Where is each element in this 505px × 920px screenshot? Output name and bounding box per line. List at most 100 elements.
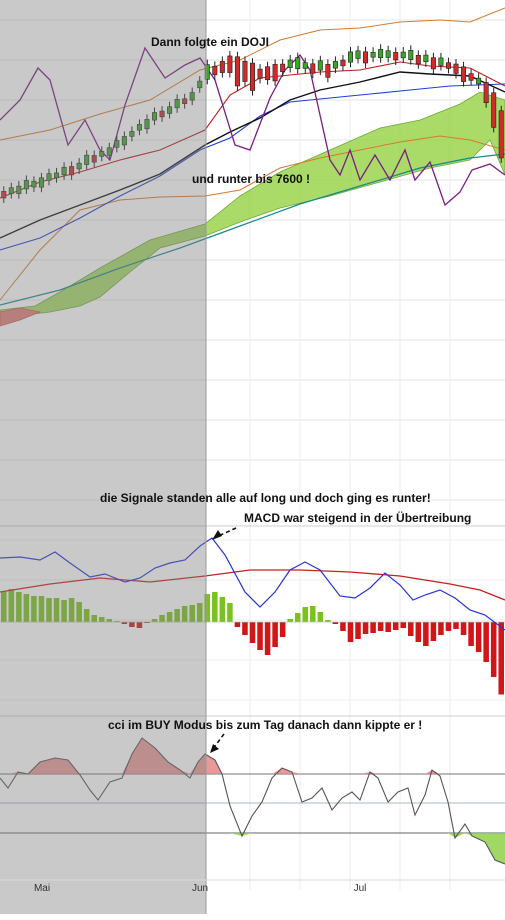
- macd-histogram-bar: [91, 615, 97, 622]
- macd-signal-line: [0, 569, 505, 601]
- candle-body: [476, 77, 482, 85]
- macd-histogram-bar: [385, 622, 391, 632]
- candle-body: [491, 92, 497, 128]
- candle-body: [106, 147, 112, 156]
- macd-histogram-bar: [121, 622, 128, 624]
- candle-body: [461, 66, 467, 82]
- annotation-7600: und runter bis 7600 !: [192, 172, 310, 186]
- candle-body: [61, 166, 67, 176]
- candle-body: [16, 185, 22, 195]
- macd-histogram-bar: [423, 622, 429, 646]
- macd-histogram-bar: [242, 622, 248, 635]
- macd-histogram-bar: [453, 622, 459, 629]
- candle-body: [46, 173, 52, 181]
- macd-histogram-bar: [61, 600, 67, 622]
- candle-body: [280, 63, 286, 73]
- x-tick-label: Jul: [354, 883, 367, 894]
- cci-panel: [0, 737, 505, 865]
- macd-histogram-bar: [249, 622, 256, 643]
- macd-histogram-bar: [189, 605, 195, 622]
- candle-body: [363, 51, 369, 64]
- candle-body: [212, 66, 218, 76]
- candle-body: [272, 64, 278, 82]
- macd-histogram-bar: [144, 622, 150, 623]
- candle-body: [182, 98, 188, 104]
- candle-body: [310, 63, 316, 74]
- macd-histogram-bar: [490, 622, 497, 677]
- moving-average-mid-line: [0, 71, 505, 239]
- macd-histogram-bar: [279, 622, 286, 637]
- candle-body: [114, 140, 120, 148]
- macd-histogram-bar: [1, 591, 7, 622]
- macd-histogram-bar: [392, 622, 399, 630]
- macd-histogram-bar: [234, 622, 241, 627]
- candle-body: [38, 177, 44, 188]
- candle-body: [468, 73, 474, 81]
- candle-body: [159, 110, 165, 118]
- macd-histogram-bar: [212, 592, 218, 622]
- candle-body: [265, 66, 271, 81]
- candle-body: [242, 60, 248, 82]
- annotation-doji: Dann folgte ein DOJI: [151, 35, 269, 49]
- macd-histogram-bar: [287, 619, 293, 622]
- macd-histogram-bar: [46, 598, 52, 622]
- candle-body: [144, 119, 150, 130]
- macd-histogram-bar: [129, 622, 135, 627]
- macd-line: [0, 537, 505, 631]
- candle-body: [483, 82, 489, 103]
- candle-body: [408, 49, 414, 60]
- candle-body: [167, 106, 173, 114]
- macd-histogram-bar: [151, 619, 158, 622]
- macd-histogram-bar: [408, 622, 414, 636]
- macd-histogram-bar: [460, 622, 467, 635]
- macd-histogram-bar: [166, 612, 173, 622]
- arrow-cci-head: [210, 744, 219, 753]
- macd-histogram-bar: [325, 620, 331, 622]
- macd-histogram-bar: [483, 622, 489, 662]
- macd-histogram-bar: [83, 609, 90, 622]
- candle-body: [54, 172, 60, 179]
- macd-histogram-bar: [53, 598, 60, 622]
- candle-body: [317, 60, 323, 71]
- candle-body: [152, 112, 158, 121]
- annotation-cci: cci im BUY Modus bis zum Tag danach dann…: [108, 718, 422, 732]
- macd-histogram-bar: [196, 603, 203, 622]
- macd-histogram-bar: [400, 622, 407, 628]
- bollinger-lower-line: [0, 135, 505, 301]
- candle-body: [129, 131, 135, 137]
- candle-body: [23, 180, 29, 190]
- macd-histogram-bar: [106, 619, 113, 622]
- macd-histogram-bar: [159, 615, 165, 622]
- x-tick-label: Jun: [192, 883, 208, 894]
- macd-histogram-bar: [23, 594, 30, 622]
- macd-histogram-bar: [438, 622, 444, 635]
- ichimoku-cloud-bearish: [0, 307, 42, 327]
- candle-body: [197, 80, 203, 89]
- macd-histogram-bar: [317, 612, 324, 622]
- candle-body: [227, 55, 233, 73]
- moving-average-slow-line: [0, 83, 505, 251]
- candle-body: [287, 59, 293, 68]
- macd-histogram-bar: [340, 622, 346, 631]
- cci-overbought-fill: [0, 738, 505, 774]
- macd-histogram-bar: [8, 589, 15, 622]
- candle-body: [174, 99, 180, 109]
- macd-histogram-bar: [174, 609, 180, 622]
- candle-body: [415, 55, 421, 65]
- macd-histogram-bar: [302, 607, 309, 622]
- macd-histogram-bar: [294, 613, 301, 622]
- candle-body: [69, 166, 75, 176]
- candle-body: [219, 61, 225, 73]
- macd-histogram-bar: [38, 596, 45, 622]
- moving-average-long-line: [0, 153, 505, 306]
- annotations: Dann folgte ein DOJI und runter bis 7600 …: [100, 35, 471, 753]
- candle-body: [438, 57, 444, 66]
- macd-histogram-bar: [347, 622, 354, 642]
- candle-body: [430, 57, 436, 70]
- macd-histogram-bar: [76, 602, 82, 622]
- macd-histogram-bar: [332, 622, 339, 624]
- macd-panel: [0, 537, 505, 695]
- macd-histogram-bar: [475, 622, 482, 652]
- candle-body: [453, 63, 459, 74]
